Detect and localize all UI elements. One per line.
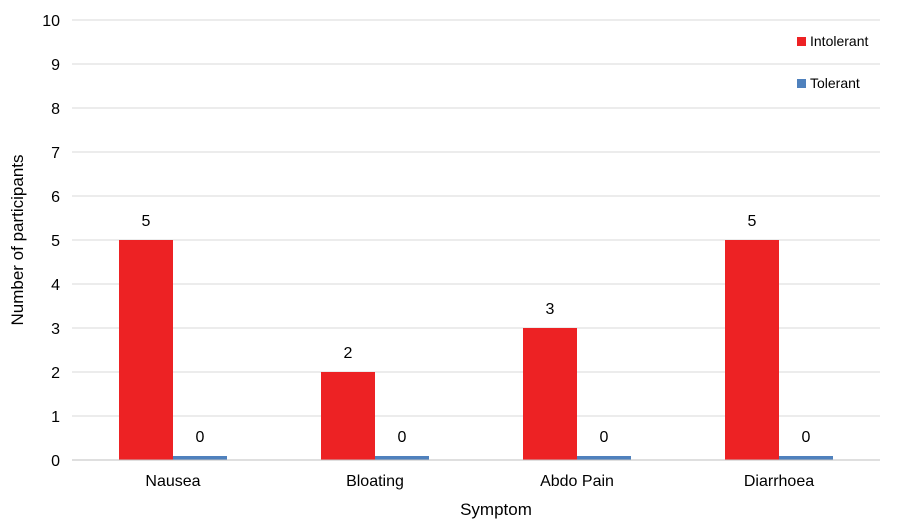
bar-intolerant-abdo-pain (523, 328, 577, 460)
bar-tolerant-abdo-pain (577, 456, 631, 460)
data-label: 5 (748, 213, 757, 230)
data-label: 5 (142, 213, 151, 230)
y-axis-title: Number of participants (8, 154, 27, 325)
y-tick-label: 6 (51, 189, 60, 206)
y-tick-label: 5 (51, 233, 60, 250)
bar-tolerant-diarrhoea (779, 456, 833, 460)
y-tick-label: 0 (51, 453, 60, 470)
bar-intolerant-nausea (119, 240, 173, 460)
bar-tolerant-bloating (375, 456, 429, 460)
legend-label: Intolerant (810, 33, 868, 49)
y-tick-label: 4 (51, 277, 60, 294)
x-axis-title: Symptom (460, 500, 532, 519)
legend-swatch (797, 79, 806, 88)
data-label: 3 (546, 301, 555, 318)
legend: Intolerant Tolerant (797, 33, 868, 91)
x-tick-label: Bloating (346, 473, 404, 490)
x-tick-label: Diarrhoea (744, 473, 814, 490)
x-axis-ticks: Nausea Bloating Abdo Pain Diarrhoea (145, 473, 814, 490)
data-label: 0 (802, 429, 811, 446)
grid-lines (72, 19, 880, 417)
y-tick-label: 2 (51, 365, 60, 382)
data-label: 0 (398, 429, 407, 446)
bars (119, 240, 833, 460)
legend-swatch (797, 37, 806, 46)
x-tick-label: Abdo Pain (540, 473, 614, 490)
data-label: 0 (196, 429, 205, 446)
y-axis-ticks: 0 1 2 3 4 5 6 7 8 9 10 (42, 13, 60, 470)
y-tick-label: 3 (51, 321, 60, 338)
y-tick-label: 8 (51, 101, 60, 118)
data-label: 0 (600, 429, 609, 446)
legend-label: Tolerant (810, 75, 860, 91)
bar-intolerant-bloating (321, 372, 375, 460)
data-labels: 5 0 2 0 3 0 5 0 (142, 213, 811, 446)
y-tick-label: 7 (51, 145, 60, 162)
y-tick-label: 10 (42, 13, 60, 30)
data-label: 2 (344, 345, 353, 362)
y-tick-label: 9 (51, 57, 60, 74)
x-tick-label: Nausea (145, 473, 200, 490)
y-tick-label: 1 (51, 409, 60, 426)
bar-intolerant-diarrhoea (725, 240, 779, 460)
bar-tolerant-nausea (173, 456, 227, 460)
